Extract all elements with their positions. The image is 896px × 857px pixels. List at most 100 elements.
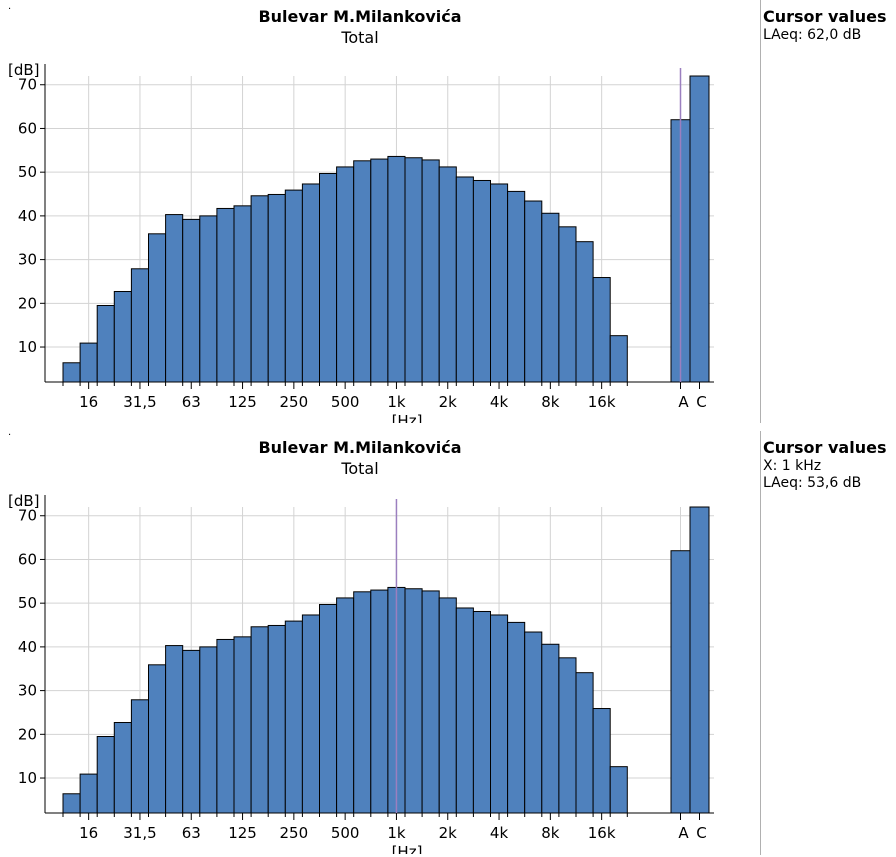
bar-500 [336,597,355,814]
spectrum-chart[interactable]: 10 20 30 40 50 60 70 16 31,5 63 125 250 500 1k 2k 4k 8k 1… [0,0,760,423]
y-axis-label: [dB] [8,492,40,510]
chart-panel-1: . Bulevar M.Milankovića Total 10 20 30 40 50… [0,0,760,423]
chart-title: Bulevar M.Milankovića [258,438,462,457]
bar-500 [336,166,355,383]
bar-6,3k [524,631,543,814]
x-tick-label: 63 [182,824,201,842]
bar-8k [541,643,560,814]
x-axis-label: [Hz] [392,843,423,854]
y-tick-label: 70 [18,507,37,525]
bar-125 [233,205,252,383]
bar-4k [490,183,509,383]
bar-1,25k [404,588,423,814]
cursor-values-panel-2: Cursor values X: 1 kHz LAeq: 53,6 dB [763,438,886,492]
bar-2,5k [455,607,474,814]
bar-1,25k [404,157,423,383]
bar-10k [558,657,577,814]
bar-2k [438,597,457,814]
bar-80 [199,215,218,383]
chart-title: Bulevar M.Milankovića [258,7,462,26]
x-tick-label: 31,5 [123,824,156,842]
spectrum-chart[interactable]: 10 20 30 40 50 60 70 16 31,5 63 125 250 500 1k 2k 4k 8k 1… [0,431,760,854]
bar-16k [592,708,611,814]
bar-20 [96,736,115,814]
x-tick-label: 31,5 [123,393,156,411]
bar-12,5 [62,793,81,814]
bar-40 [148,664,167,814]
bar-25 [113,291,132,383]
bar-400 [319,603,338,814]
y-axis-label: [dB] [8,61,40,79]
bar-16 [79,773,98,814]
bar-1,6k [421,590,440,814]
bar-315 [301,614,320,814]
x-tick-label: 16k [588,824,616,842]
x-tick-label: 4k [490,824,509,842]
x-tick-label: 1k [387,393,406,411]
y-tick-label: 40 [18,638,37,656]
x-tick-label: 500 [331,393,360,411]
x-tick-label: 2k [439,824,458,842]
chart-panel-2: . Bulevar M.Milankovića Total 10 20 30 40 50… [0,427,760,854]
y-tick-label: 10 [18,338,37,356]
bar-5k [507,190,526,383]
bar-160 [250,195,269,383]
x-tick-label: 16k [588,393,616,411]
panel-divider [760,431,761,855]
y-tick-label: 40 [18,207,37,225]
cursor-values-panel-1: Cursor values LAeq: 62,0 dB [763,7,886,44]
x-tick-label-A: A [678,393,689,411]
x-tick-label: 63 [182,393,201,411]
bar-315 [301,183,320,383]
x-tick-label: 125 [228,824,257,842]
y-tick-label: 60 [18,550,37,568]
bar-630 [353,591,372,814]
bar-12,5 [62,362,81,383]
bar-50 [165,645,184,814]
bar-20k [609,766,628,814]
corner-dot: . [8,427,12,438]
bar-63 [182,649,201,814]
bar-40 [148,233,167,383]
bar-10k [558,226,577,383]
x-tick-label-C: C [696,824,706,842]
bar-3,15k [472,179,491,383]
bar-250 [284,620,303,814]
bar-25 [113,722,132,814]
bar-800 [370,589,389,814]
x-axis-label: [Hz] [392,412,423,423]
x-tick-label: 500 [331,824,360,842]
bar-200 [267,193,286,383]
bar-400 [319,172,338,383]
y-tick-label: 30 [18,251,37,269]
bar-8k [541,212,560,383]
y-tick-label: 70 [18,76,37,94]
bar-2k [438,166,457,383]
bar-31,5 [130,268,149,383]
x-tick-label: 8k [541,393,560,411]
bar-6,3k [524,200,543,383]
bar-31,5 [130,699,149,814]
y-tick-label: 60 [18,119,37,137]
x-tick-label: 16 [79,824,98,842]
cursor-value-laeq: LAeq: 53,6 dB [763,475,862,491]
bar-20 [96,305,115,383]
bar-250 [284,189,303,383]
bar-12,5k [575,672,594,814]
x-tick-label: 16 [79,393,98,411]
x-tick-label: 250 [280,824,309,842]
bar-1,6k [421,159,440,383]
bar-3,15k [472,610,491,814]
x-tick-label: 250 [280,393,309,411]
cursor-value-laeq: LAeq: 62,0 dB [763,27,862,43]
bar-200 [267,624,286,814]
y-tick-label: 10 [18,769,37,787]
bar-63 [182,218,201,383]
y-tick-label: 20 [18,294,37,312]
bar-C [689,75,710,383]
bar-630 [353,160,372,383]
corner-dot: . [8,1,12,12]
bar-20k [609,335,628,383]
bar-800 [370,158,389,383]
bar-160 [250,626,269,814]
